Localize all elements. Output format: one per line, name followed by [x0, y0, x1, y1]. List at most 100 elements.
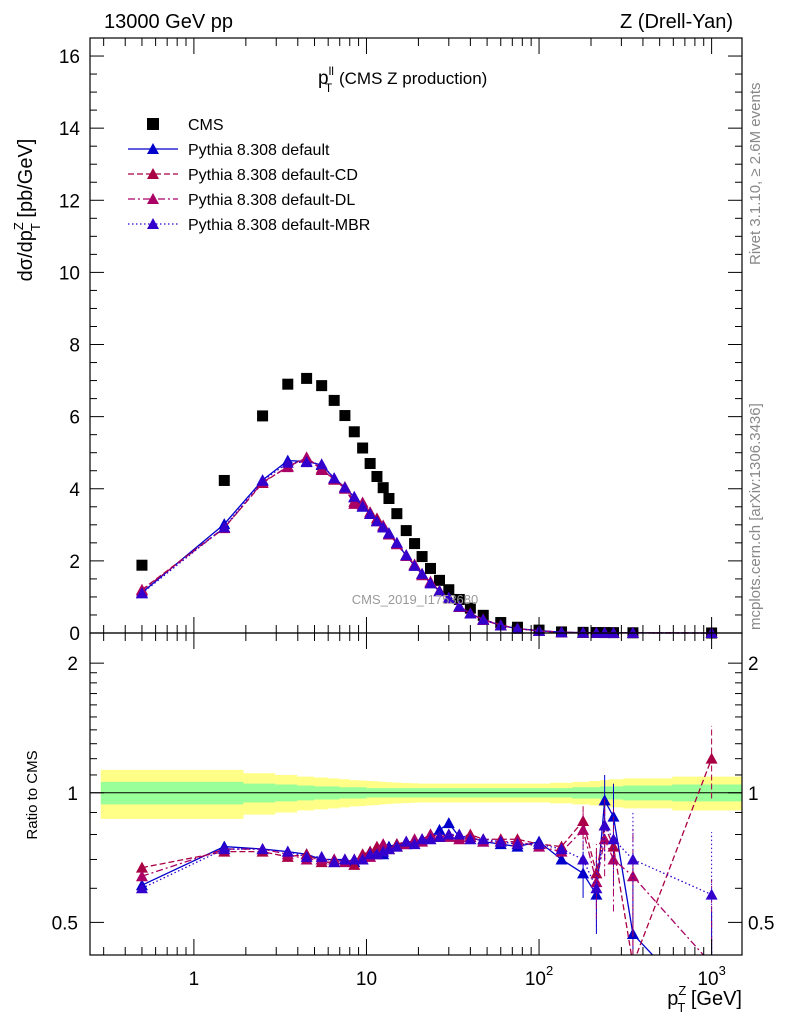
- ratio-marker: [511, 838, 524, 850]
- main-marker: [416, 567, 429, 579]
- title-main: p: [318, 68, 329, 89]
- ratio-marker: [315, 850, 328, 862]
- ratio-marker: [433, 823, 446, 835]
- ratio-bands: [90, 769, 743, 819]
- main-marker: [453, 600, 466, 612]
- ratio-marker: [577, 853, 590, 865]
- cms-marker: [434, 574, 446, 586]
- ratio-marker: [705, 888, 718, 900]
- cms-marker: [357, 442, 369, 454]
- watermark: CMS_2019_I1753680: [352, 592, 479, 607]
- ratio-marker: [424, 833, 437, 845]
- ratio-marker: [135, 870, 148, 882]
- rivet-text: Rivet 3.1.10, ≥ 2.6M events: [747, 83, 764, 266]
- main-marker: [338, 481, 351, 493]
- cms-marker: [364, 458, 376, 470]
- ratio-marker: [453, 828, 466, 840]
- x-tick-base: 10: [356, 969, 377, 990]
- legend-label: Pythia 8.308 default-MBR: [188, 217, 370, 234]
- main-title: pll T (CMS Z production): [318, 64, 487, 95]
- x-tick-exp: 2: [546, 963, 553, 978]
- ratio-marker: [598, 819, 611, 831]
- y-tick-label: 8: [69, 336, 80, 357]
- x-tick-base: 10: [525, 969, 546, 990]
- main-marker: [494, 619, 507, 631]
- ylabel-a: dσ/dp: [15, 230, 37, 281]
- main-marker: [577, 626, 590, 638]
- ratio-y-tick-label-right: 2: [748, 654, 759, 675]
- ratio-frame: [89, 632, 743, 956]
- main-marker: [477, 613, 490, 625]
- cms-marker: [136, 559, 148, 571]
- ratio-ylabel: Ratio to CMS: [24, 750, 41, 839]
- ratio-y-tick-label-right: 0.5: [748, 913, 774, 934]
- cms-marker: [383, 492, 395, 504]
- cms-marker: [425, 562, 437, 574]
- ratio-marker: [494, 835, 507, 847]
- main-marker: [377, 521, 390, 533]
- main-ylabel: dσ/dpZ T [pb/GeV]: [11, 139, 43, 282]
- main-marker: [598, 626, 611, 638]
- y-tick-label: 6: [69, 408, 80, 429]
- ratio-marker: [706, 958, 718, 969]
- legend-label: Pythia 8.308 default-CD: [188, 167, 358, 184]
- cms-marker: [316, 380, 328, 392]
- x-axis-label: pZ T [GeV]: [667, 983, 742, 1015]
- main-marker: [348, 490, 361, 502]
- ratio-marker: [300, 850, 313, 862]
- cms-marker: [443, 584, 455, 596]
- ratio-marker: [416, 833, 429, 845]
- legend-marker: [147, 193, 159, 204]
- main-marker: [356, 500, 369, 512]
- cms-marker: [377, 482, 389, 494]
- y-tick-label: 2: [69, 552, 80, 573]
- main-marker: [256, 474, 269, 486]
- mcplots-text: mcplots.cern.ch [arXiv:1306.3436]: [747, 403, 764, 630]
- ratio-marker: [477, 833, 490, 845]
- ratio-marker: [256, 843, 269, 855]
- ratio-marker: [338, 853, 351, 865]
- main-series: [135, 372, 718, 639]
- main-marker: [218, 521, 231, 533]
- cms-marker: [371, 470, 383, 482]
- main-marker: [400, 549, 413, 561]
- ratio-marker: [442, 817, 455, 829]
- cms-marker: [218, 474, 230, 486]
- main-marker: [555, 626, 568, 638]
- header-left: 13000 GeV pp: [104, 11, 233, 33]
- ratio-marker: [433, 830, 446, 842]
- main-marker: [390, 536, 403, 548]
- main-marker: [511, 622, 524, 634]
- legend-label: CMS: [188, 117, 224, 134]
- legend-label: Pythia 8.308 default-DL: [188, 192, 355, 209]
- ratio-line-0: [141, 798, 654, 955]
- x-tick-label: 1: [189, 969, 200, 990]
- cms-marker: [257, 410, 269, 422]
- ratio-marker: [577, 823, 590, 835]
- ratio-marker: [705, 752, 718, 764]
- cms-marker: [328, 394, 340, 406]
- main-marker: [281, 456, 294, 468]
- ratio-marker: [442, 828, 455, 840]
- main-marker: [590, 626, 603, 638]
- legend-label: Pythia 8.308 default: [188, 142, 330, 159]
- title-sup: ll: [329, 64, 334, 78]
- legend-marker: [147, 143, 159, 154]
- ratio-series-clipped: [135, 725, 718, 969]
- main-marker: [348, 497, 361, 509]
- legend-marker-cms: [147, 118, 159, 130]
- xlabel-sup: Z: [678, 983, 686, 998]
- ratio-marker: [607, 833, 620, 845]
- title-rest: (CMS Z production): [334, 69, 487, 88]
- y-tick-label: 12: [59, 191, 80, 212]
- y-tick-label: 10: [59, 263, 80, 284]
- ratio-marker: [135, 882, 148, 894]
- ratio-marker: [328, 856, 341, 868]
- ratio-marker: [356, 853, 369, 865]
- main-marker: [328, 472, 341, 484]
- main-marker: [300, 456, 313, 468]
- main-marker: [135, 587, 148, 599]
- ratio-marker: [590, 882, 603, 894]
- cms-marker: [339, 410, 351, 422]
- main-marker: [464, 607, 477, 619]
